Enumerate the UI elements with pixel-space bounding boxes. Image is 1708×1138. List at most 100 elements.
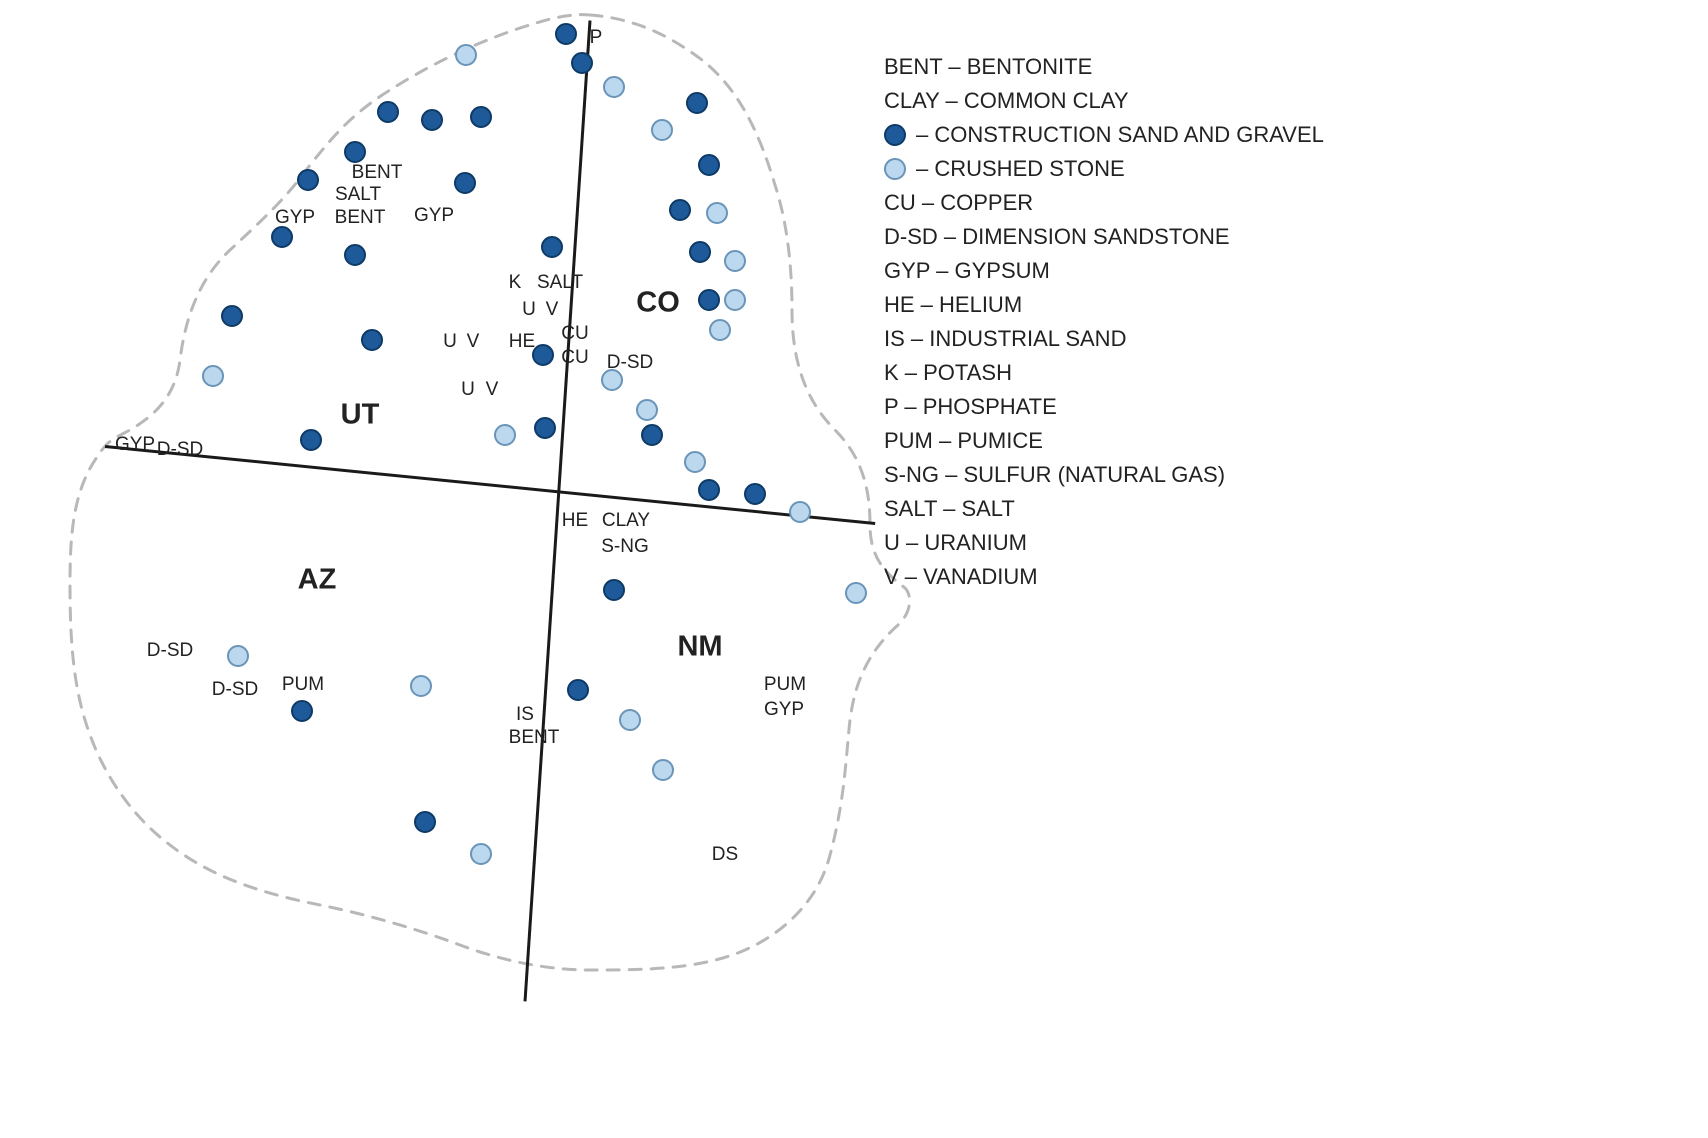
sand-gravel-dot [669,199,691,221]
mineral-label: GYP [275,207,315,229]
map-canvas: PBENTSALTGYPBENTGYPKSALTUVHECUCUUVD-SDUV… [0,0,1708,1138]
legend-label: S-NG – SULFUR (NATURAL GAS) [884,462,1225,488]
crushed-stone-dot [470,843,492,865]
crushed-stone-dot [455,44,477,66]
mineral-label: CU [561,347,588,369]
mineral-label: K [509,272,522,294]
mineral-label: SALT [537,272,583,294]
state-label: UT [341,399,380,432]
crushed-stone-dot [709,319,731,341]
legend-row: CU – COPPER [884,186,1324,220]
legend-row: PUM – PUMICE [884,424,1324,458]
crushed-stone-dot [636,399,658,421]
crushed-stone-dot [410,675,432,697]
sand-gravel-dot [454,172,476,194]
state-label: NM [677,631,722,664]
mineral-label: GYP [115,434,155,456]
mineral-label: HE [562,510,588,532]
legend-sand-gravel-icon [884,124,906,146]
legend-row: – CRUSHED STONE [884,152,1324,186]
sand-gravel-dot [571,52,593,74]
mineral-label: GYP [764,699,804,721]
crushed-stone-dot [202,365,224,387]
legend-crushed-stone-icon [884,158,906,180]
sand-gravel-dot [414,811,436,833]
sand-gravel-dot [603,579,625,601]
sand-gravel-dot [377,101,399,123]
legend-label: CU – COPPER [884,190,1033,216]
legend-row: V – VANADIUM [884,560,1324,594]
mineral-label: S-NG [601,536,649,558]
crushed-stone-dot [724,250,746,272]
sand-gravel-dot [300,429,322,451]
legend-label: P – PHOSPHATE [884,394,1057,420]
legend-row: BENT – BENTONITE [884,50,1324,84]
crushed-stone-dot [706,202,728,224]
legend-row: K – POTASH [884,356,1324,390]
sand-gravel-dot [567,679,589,701]
mineral-label: BENT [335,207,386,229]
sand-gravel-dot [297,169,319,191]
mineral-label: CU [561,323,588,345]
mineral-label: U [461,379,475,401]
crushed-stone-dot [845,582,867,604]
sand-gravel-dot [470,106,492,128]
legend-row: HE – HELIUM [884,288,1324,322]
mineral-label: P [590,27,603,49]
mineral-label: SALT [335,184,381,206]
legend-row: U – URANIUM [884,526,1324,560]
crushed-stone-dot [651,119,673,141]
legend-row: D-SD – DIMENSION SANDSTONE [884,220,1324,254]
legend: BENT – BENTONITECLAY – COMMON CLAY – CONS… [884,50,1324,594]
mineral-label: BENT [509,727,560,749]
crushed-stone-dot [603,76,625,98]
sand-gravel-dot [689,241,711,263]
mineral-label: CLAY [602,510,650,532]
sand-gravel-dot [361,329,383,351]
mineral-label: U [522,299,536,321]
sand-gravel-dot [641,424,663,446]
legend-label: HE – HELIUM [884,292,1022,318]
region-boundary [0,0,1708,1138]
state-label: CO [636,287,680,320]
legend-row: CLAY – COMMON CLAY [884,84,1324,118]
legend-row: IS – INDUSTRIAL SAND [884,322,1324,356]
mineral-label: D-SD [212,679,258,701]
legend-row: SALT – SALT [884,492,1324,526]
legend-label: K – POTASH [884,360,1012,386]
crushed-stone-dot [724,289,746,311]
mineral-label: GYP [414,205,454,227]
mineral-label: IS [516,704,534,726]
mineral-label: V [486,379,499,401]
legend-row: P – PHOSPHATE [884,390,1324,424]
legend-row: – CONSTRUCTION SAND AND GRAVEL [884,118,1324,152]
legend-label: SALT – SALT [884,496,1015,522]
sand-gravel-dot [686,92,708,114]
sand-gravel-dot [698,154,720,176]
sand-gravel-dot [344,141,366,163]
legend-label: D-SD – DIMENSION SANDSTONE [884,224,1230,250]
legend-row: GYP – GYPSUM [884,254,1324,288]
sand-gravel-dot [541,236,563,258]
legend-label: GYP – GYPSUM [884,258,1050,284]
sand-gravel-dot [744,483,766,505]
mineral-label: PUM [282,674,324,696]
sand-gravel-dot [534,417,556,439]
sand-gravel-dot [698,479,720,501]
mineral-label: D-SD [157,439,203,461]
sand-gravel-dot [271,226,293,248]
mineral-label: D-SD [607,352,653,374]
sand-gravel-dot [532,344,554,366]
legend-label: – CONSTRUCTION SAND AND GRAVEL [916,122,1324,148]
legend-label: – CRUSHED STONE [916,156,1125,182]
sand-gravel-dot [344,244,366,266]
mineral-label: BENT [352,162,403,184]
mineral-label: DS [712,844,738,866]
crushed-stone-dot [227,645,249,667]
mineral-label: D-SD [147,640,193,662]
legend-label: PUM – PUMICE [884,428,1043,454]
state-label: AZ [298,564,337,597]
crushed-stone-dot [684,451,706,473]
sand-gravel-dot [221,305,243,327]
sand-gravel-dot [291,700,313,722]
